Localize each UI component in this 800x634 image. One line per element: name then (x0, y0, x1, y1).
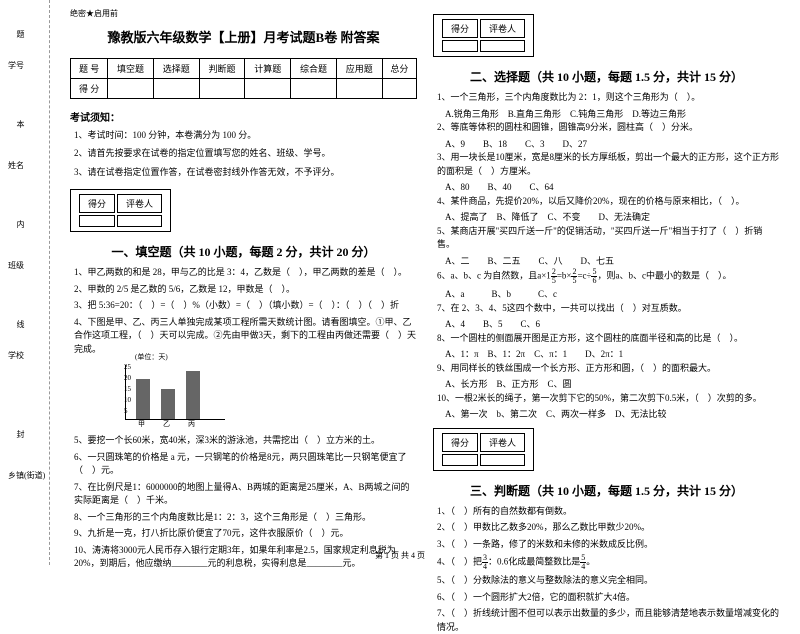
q3-7: 7、（ ）折线统计图不但可以表示出数量的多少，而且能够清楚地表示数量增减变化的情… (433, 607, 780, 634)
binding-sidebar: 学号 姓名 班级 学校 乡镇(街道) 题 本 内 线 封 (0, 0, 50, 565)
left-column: 绝密★启用前 豫教版六年级数学【上册】月考试题B卷 附答案 题 号 填空题 选择… (62, 8, 425, 557)
seal-mark-5: 封 (15, 430, 26, 438)
q3-3: 3、（ ）一条路，修了的米数和未修的米数成反比例。 (433, 538, 780, 552)
notice-2: 2、请首先按要求在试卷的指定位置填写您的姓名、班级、学号。 (74, 146, 417, 160)
score-label: 得 分 (71, 79, 108, 99)
sidebar-label-2: 姓名 (8, 160, 24, 171)
q2-7: 7、在 2、3、4、5这四个数中，一共可以找出（ ）对互质数。 (433, 302, 780, 316)
section-score-bar: 得分评卷人 (70, 189, 171, 232)
notice-heading: 考试须知： (70, 109, 417, 124)
section2-title: 二、选择题（共 10 小题，每题 1.5 分，共计 15 分） (433, 68, 780, 85)
q2-10-opts: A、第一次 b、第二次 C、两次一样多 D、无法比较 (433, 408, 780, 422)
q3-1: 1、（ ）所有的自然数都有倒数。 (433, 505, 780, 519)
score-table: 题 号 填空题 选择题 判断题 计算题 综合题 应用题 总分 得 分 (70, 58, 417, 99)
notice-list: 1、考试时间：100 分钟，本卷满分为 100 分。 2、请首先按要求在试卷的指… (70, 128, 417, 179)
seal-mark-1: 题 (15, 30, 26, 38)
bar-2 (161, 389, 175, 419)
section3-score-bar: 得分评卷人 (433, 428, 534, 471)
q2-1: 1、一个三角形，三个内角度数比为 2：1，则这个三角形为（ ）。 (433, 91, 780, 105)
q2-9-opts: A、长方形 B、正方形 C、圆 (433, 378, 780, 392)
q2-8: 8、一个圆柱的侧面展开图是正方形，这个圆柱的底面半径和高的比是（ ）。 (433, 332, 780, 346)
table-row: 题 号 填空题 选择题 判断题 计算题 综合题 应用题 总分 (71, 59, 417, 79)
q2-3: 3、用一块长是10厘米，宽是8厘米的长方厚纸板，剪出一个最大的正方形，这个正方形… (433, 151, 780, 178)
seal-mark-2: 本 (15, 120, 26, 128)
q1-3: 3、把 5:36=20：（ ）=（ ）%（小数）=（ ）（填小数）=（ ）：（ … (70, 299, 417, 313)
chart-axis: 25 20 15 10 5 甲 乙 丙 (125, 365, 225, 420)
section3-title: 三、判断题（共 10 小题，每题 1.5 分，共计 15 分） (433, 482, 780, 499)
page-footer: 第 1 页 共 4 页 (0, 550, 800, 561)
th-0: 题 号 (71, 59, 108, 79)
th-4: 计算题 (245, 59, 291, 79)
q2-5-opts: A、二 B、二五 C、八 D、七五 (433, 255, 780, 269)
q2-6: 6、a、b、c 为自然数，且a×125=b×25=c÷56，则a、b、c中最小的… (433, 268, 780, 285)
q2-2: 2、等底等体积的圆柱和圆锥，圆锥高9分米，圆柱高（ ）分米。 (433, 121, 780, 135)
q1-2: 2、甲数的 2/5 是乙数的 5/6，乙数是 12，甲数是（ ）。 (70, 283, 417, 297)
chart-title: (单位：天) (135, 352, 168, 362)
sidebar-label-3: 班级 (8, 260, 24, 271)
q1-7: 7、在比例尺是1：6000000的地图上量得A、B两城的距离是25厘米，A、B两… (70, 481, 417, 508)
q2-4: 4、某件商品，先提价20%，以后又降价20%，现在的价格与原来相比，（ ）。 (433, 195, 780, 209)
section2-score-bar: 得分评卷人 (433, 14, 534, 57)
seal-mark-4: 线 (15, 320, 26, 328)
q2-6-opts: A、a B、b C、c (433, 288, 780, 302)
q2-9: 9、用同样长的铁丝围成一个长方形、正方形和圆，（ ）的面积最大。 (433, 362, 780, 376)
th-1: 填空题 (108, 59, 154, 79)
q3-6: 6、（ ）一个圆形扩大2倍，它的面积就扩大4倍。 (433, 591, 780, 605)
q2-8-opts: A、1：π B、1：2π C、π：1 D、2π：1 (433, 348, 780, 362)
secret-mark: 绝密★启用前 (70, 8, 417, 19)
bar-1 (136, 379, 150, 419)
sidebar-label-5: 乡镇(街道) (8, 470, 45, 481)
q2-3-opts: A、80 B、40 C、64 (433, 181, 780, 195)
q2-7-opts: A、4 B、5 C、6 (433, 318, 780, 332)
section1-title: 一、填空题（共 10 小题，每题 2 分，共计 20 分） (70, 243, 417, 260)
q2-2-opts: A、9 B、18 C、3 D、27 (433, 138, 780, 152)
q1-6: 6、一只圆珠笔的价格是 a 元，一只钢笔的价格是8元，两只圆珠笔比一只钢笔便宜了… (70, 451, 417, 478)
exam-title: 豫教版六年级数学【上册】月考试题B卷 附答案 (70, 27, 417, 46)
q3-5: 5、（ ）分数除法的意义与整数除法的意义完全相同。 (433, 574, 780, 588)
fraction: 25 (551, 268, 557, 285)
seal-mark-3: 内 (15, 220, 26, 228)
th-7: 总分 (382, 59, 416, 79)
page-container: 学号 姓名 班级 学校 乡镇(街道) 题 本 内 线 封 绝密★启用前 豫教版六… (0, 0, 800, 565)
notice-1: 1、考试时间：100 分钟，本卷满分为 100 分。 (74, 128, 417, 142)
q3-2: 2、（ ）甲数比乙数多20%，那么乙数比甲数少20%。 (433, 521, 780, 535)
table-row: 得 分 (71, 79, 417, 99)
sidebar-label-1: 学号 (8, 60, 24, 71)
bar-3 (186, 371, 200, 419)
q1-5: 5、要挖一个长60米，宽40米，深3米的游泳池，共需挖出（ ）立方米的土。 (70, 434, 417, 448)
th-6: 应用题 (336, 59, 382, 79)
th-5: 综合题 (291, 59, 337, 79)
sidebar-label-4: 学校 (8, 350, 24, 361)
right-column: 得分评卷人 二、选择题（共 10 小题，每题 1.5 分，共计 15 分） 1、… (425, 8, 788, 557)
q1-4: 4、下图是甲、乙、丙三人单独完成某项工程所需天数统计图。请看图填空。①甲、乙合作… (70, 316, 417, 357)
content-area: 绝密★启用前 豫教版六年级数学【上册】月考试题B卷 附答案 题 号 填空题 选择… (50, 0, 800, 565)
q2-1-opts: A.锐角三角形 B.直角三角形 C.钝角三角形 D.等边三角形 (433, 108, 780, 122)
q2-4-opts: A、提高了 B、降低了 C、不变 D、无法确定 (433, 211, 780, 225)
q1-1: 1、甲乙两数的和是 28，甲与乙的比是 3：4，乙数是（ ），甲乙两数的差是（ … (70, 266, 417, 280)
fraction: 25 (571, 268, 577, 285)
th-2: 选择题 (153, 59, 199, 79)
bar-chart: (单位：天) 25 20 15 10 5 甲 乙 丙 (110, 360, 230, 430)
q1-9: 9、九折是一克，打八折比原价便宜了70元，这件衣服原价（ ）元。 (70, 527, 417, 541)
q2-5: 5、某商店开展"买四斤送一斤"的促销活动，"买四斤送一斤"相当于打了（ ）折销售… (433, 225, 780, 252)
q1-8: 8、一个三角形的三个内角度数比是1：2：3，这个三角形是（ ）三角形。 (70, 511, 417, 525)
q2-10: 10、一根2米长的绳子，第一次剪下它的50%，第二次剪下0.5米，（ ）次剪的多… (433, 392, 780, 406)
notice-3: 3、请在试卷指定位置作答，在试卷密封线外作答无效，不予评分。 (74, 165, 417, 179)
th-3: 判断题 (199, 59, 245, 79)
